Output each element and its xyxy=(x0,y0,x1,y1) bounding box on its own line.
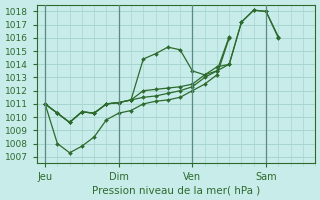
X-axis label: Pression niveau de la mer( hPa ): Pression niveau de la mer( hPa ) xyxy=(92,185,260,195)
